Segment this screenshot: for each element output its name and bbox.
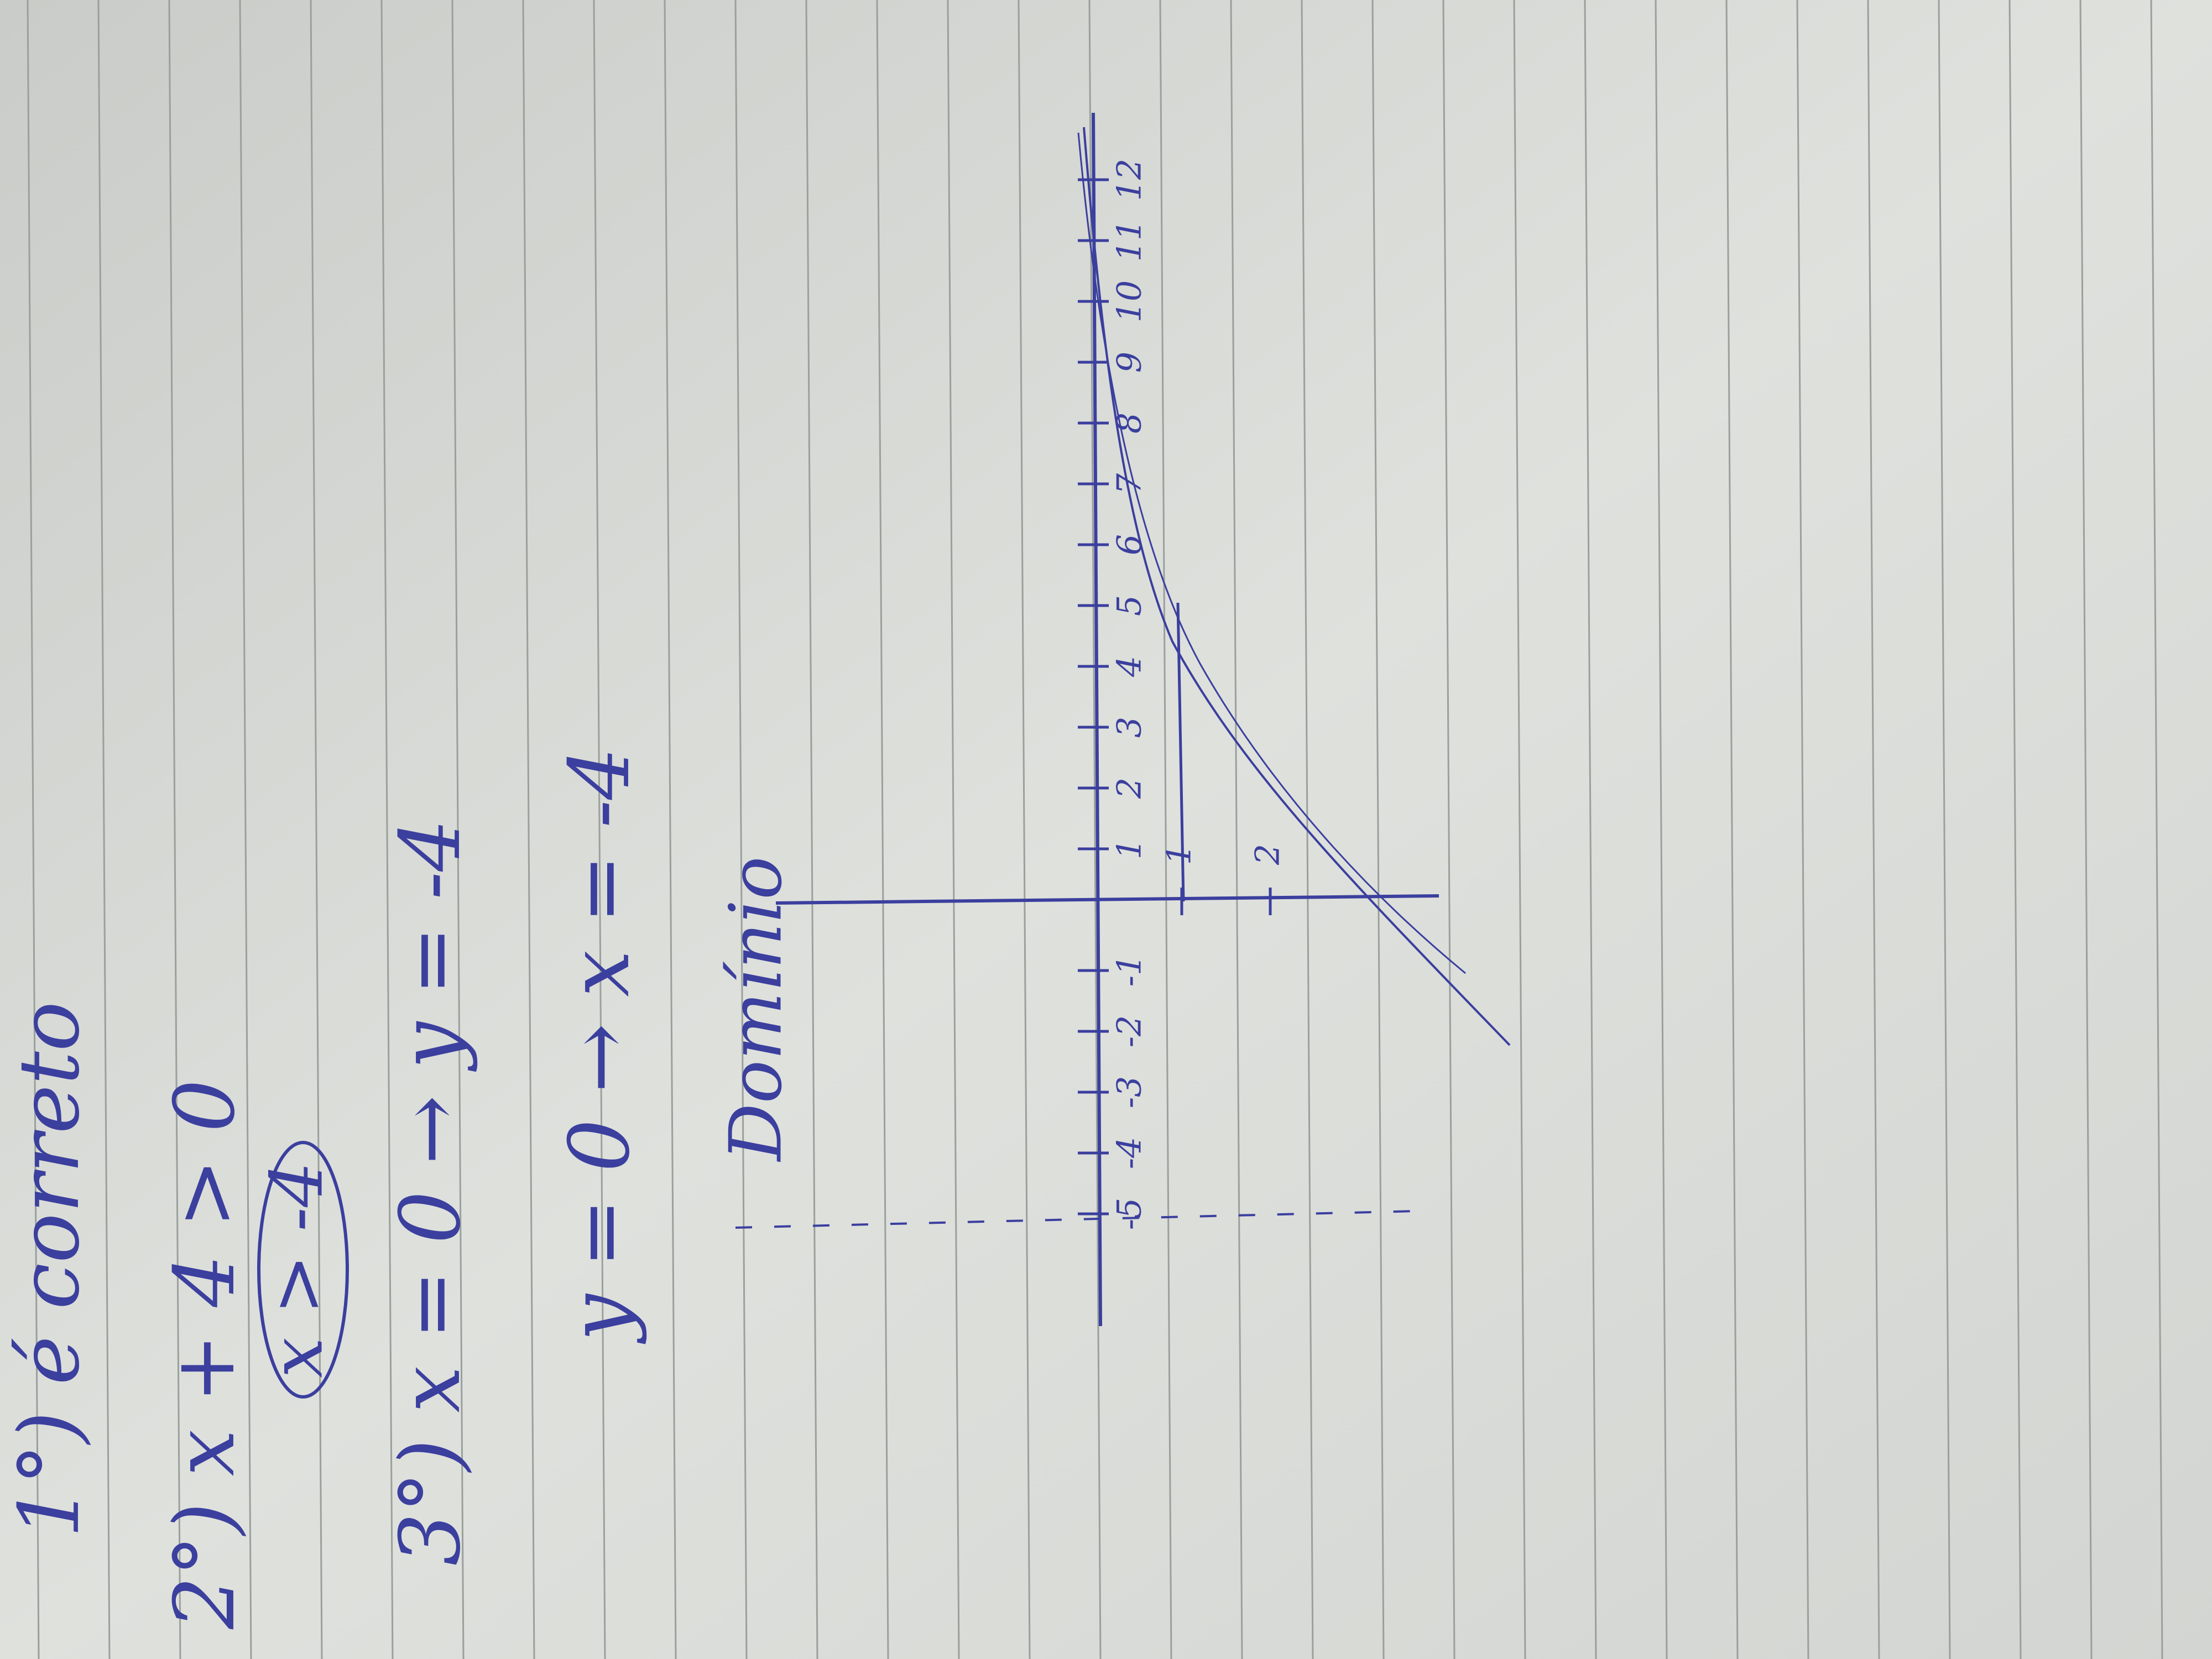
note-text: x > -4 xyxy=(255,1161,339,1378)
ruled-line xyxy=(1018,0,1031,1659)
ruled-line xyxy=(2079,0,2093,1659)
ruled-line xyxy=(593,0,606,1659)
ruled-line xyxy=(522,0,535,1659)
x-tick-label: 7 xyxy=(1110,473,1149,494)
circle-mark xyxy=(257,1141,349,1399)
x-tick-label: -3 xyxy=(1110,1076,1149,1108)
guide-line xyxy=(1176,602,1185,902)
note-text: 1°) é correto xyxy=(2,1001,98,1538)
x-tick-label: 11 xyxy=(1110,220,1149,262)
ruled-line xyxy=(310,0,323,1659)
ruled-line xyxy=(168,0,181,1659)
y-axis xyxy=(775,894,1439,905)
x-tick-label: -1 xyxy=(1110,954,1149,987)
ruled-line xyxy=(451,0,465,1659)
note-text: 3°) x = 0 → y = -4 xyxy=(383,819,479,1566)
ruled-line xyxy=(380,0,394,1659)
x-tick-label: -2 xyxy=(1110,1015,1149,1047)
curve-sketch xyxy=(1077,132,1466,974)
x-tick-label: -4 xyxy=(1110,1137,1149,1169)
y-tick-label: 2 xyxy=(1249,844,1287,865)
ruled-line xyxy=(1159,0,1172,1659)
ruled-lines xyxy=(27,0,2163,1659)
x-tick-label: 9 xyxy=(1110,352,1149,373)
note-text: Domínio xyxy=(714,857,798,1162)
ruled-line xyxy=(1371,0,1385,1659)
x-tick-label: 3 xyxy=(1110,717,1149,738)
ruled-line xyxy=(1938,0,1951,1659)
ruled-line xyxy=(97,0,111,1659)
ruled-line xyxy=(664,0,677,1659)
ruled-line xyxy=(876,0,889,1659)
ruled-line xyxy=(734,0,748,1659)
x-tick-label: -5 xyxy=(1110,1198,1149,1230)
ruled-line xyxy=(27,0,40,1659)
ruled-line xyxy=(1088,0,1102,1659)
ruled-line xyxy=(239,0,252,1659)
x-tick-label: 5 xyxy=(1110,595,1149,616)
x-tick-label: 12 xyxy=(1110,159,1149,201)
ruled-line xyxy=(1867,0,1880,1659)
ruled-line xyxy=(1513,0,1526,1659)
ruled-line xyxy=(1584,0,1597,1659)
ruled-line xyxy=(1442,0,1455,1659)
graph xyxy=(735,112,1511,1327)
x-tick-label: 4 xyxy=(1110,656,1149,677)
curve xyxy=(1083,127,1511,1046)
x-tick-label: 2 xyxy=(1110,778,1149,799)
ruled-line xyxy=(1230,0,1243,1659)
ruled-line xyxy=(2150,0,2163,1659)
ruled-line xyxy=(2008,0,2022,1659)
x-tick-label: 1 xyxy=(1110,838,1149,859)
x-axis xyxy=(1092,112,1102,1327)
x-tick-label: 6 xyxy=(1110,534,1149,555)
ruled-line xyxy=(1796,0,1809,1659)
note-text: y = 0 → x = -4 xyxy=(552,747,648,1344)
ruled-line xyxy=(1655,0,1668,1659)
ruled-line xyxy=(947,0,960,1659)
ruled-line xyxy=(1725,0,1739,1659)
note-text: 2°) x + 4 > 0 xyxy=(157,1079,253,1630)
x-tick-label: 10 xyxy=(1110,280,1149,322)
y-tick-label: 1 xyxy=(1160,844,1199,865)
x-tick-label: 8 xyxy=(1110,413,1149,434)
ruled-line xyxy=(805,0,818,1659)
